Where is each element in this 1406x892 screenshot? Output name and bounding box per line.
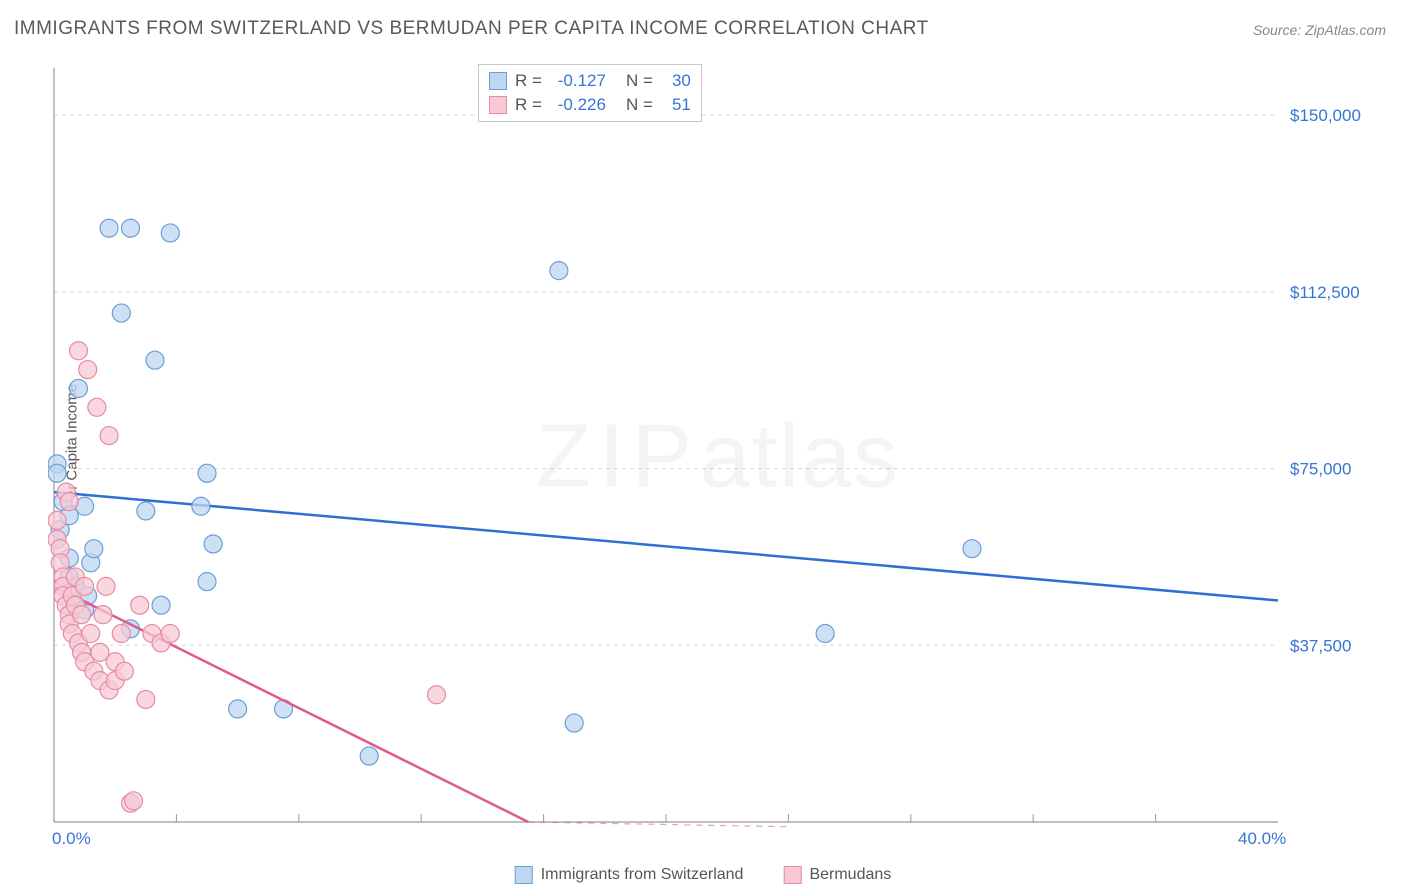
r-label: R = bbox=[515, 71, 542, 91]
bottom-legend: Immigrants from Switzerland Bermudans bbox=[515, 866, 892, 884]
legend-label: Bermudans bbox=[809, 866, 891, 884]
legend-label: Immigrants from Switzerland bbox=[541, 866, 744, 884]
scatter-chart: $37,500 $75,000 $112,500 $150,000 0.0% 40.0% bbox=[48, 62, 1388, 852]
legend-item: Immigrants from Switzerland bbox=[515, 866, 744, 884]
n-value: 30 bbox=[661, 71, 691, 91]
correlation-stats-box: R = -0.127 N = 30 R = -0.226 N = 51 bbox=[478, 64, 702, 122]
stats-row: R = -0.127 N = 30 bbox=[489, 69, 691, 93]
x-tick-max: 40.0% bbox=[1238, 829, 1286, 848]
n-label: N = bbox=[626, 95, 653, 115]
source-link[interactable]: ZipAtlas.com bbox=[1305, 22, 1386, 38]
source-attribution: Source: ZipAtlas.com bbox=[1253, 22, 1386, 38]
x-tick-min: 0.0% bbox=[52, 829, 91, 848]
legend-swatch bbox=[515, 866, 533, 884]
stats-row: R = -0.226 N = 51 bbox=[489, 93, 691, 117]
plot-area: $37,500$75,000$112,500$150,0000.0%40.0% … bbox=[48, 62, 1388, 852]
y-tick-label: $37,500 bbox=[1290, 636, 1351, 655]
y-tick-label: $112,500 bbox=[1290, 283, 1360, 302]
n-label: N = bbox=[626, 71, 653, 91]
source-prefix: Source: bbox=[1253, 22, 1305, 38]
r-label: R = bbox=[515, 95, 542, 115]
series-swatch bbox=[489, 72, 507, 90]
y-tick-label: $150,000 bbox=[1290, 106, 1361, 125]
series-swatch bbox=[489, 96, 507, 114]
legend-swatch bbox=[783, 866, 801, 884]
y-tick-label: $75,000 bbox=[1290, 460, 1351, 479]
r-value: -0.226 bbox=[550, 95, 606, 115]
chart-title: IMMIGRANTS FROM SWITZERLAND VS BERMUDAN … bbox=[14, 18, 929, 40]
r-value: -0.127 bbox=[550, 71, 606, 91]
legend-item: Bermudans bbox=[783, 866, 891, 884]
n-value: 51 bbox=[661, 95, 691, 115]
